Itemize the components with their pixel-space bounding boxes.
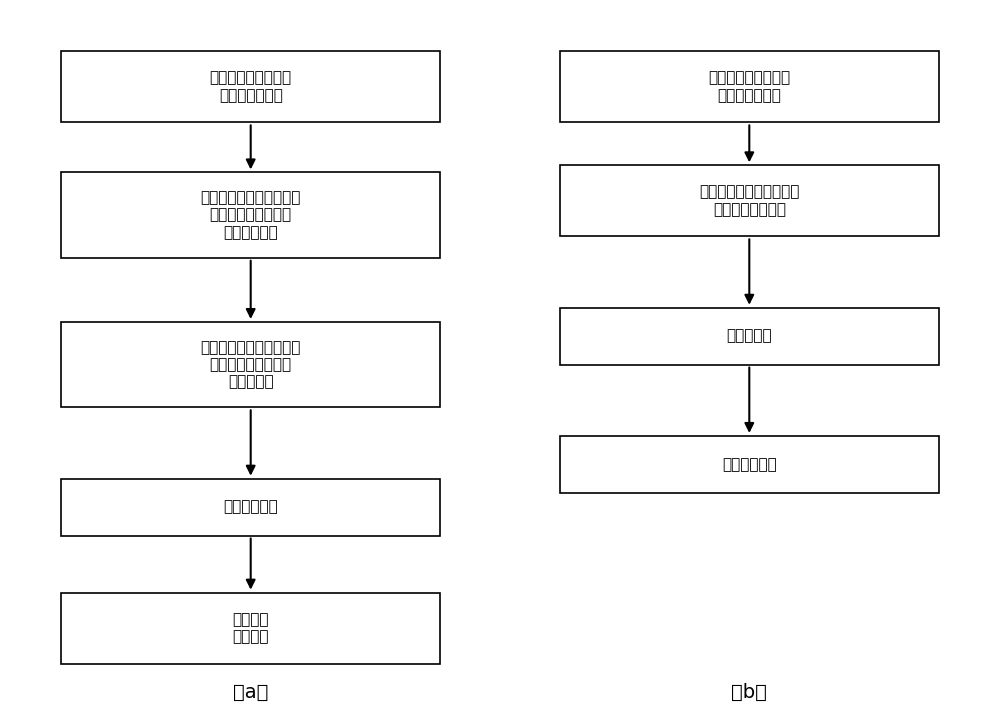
Text: 追踪与重定位: 追踪与重定位	[722, 457, 777, 472]
Text: 顶视图上检测车位信息，
生成增强车位特征: 顶视图上检测车位信息， 生成增强车位特征	[699, 184, 799, 217]
FancyBboxPatch shape	[61, 593, 440, 664]
FancyBboxPatch shape	[560, 307, 939, 365]
Text: 采集鱼眼相机图像，
投影生成顶视图: 采集鱼眼相机图像， 投影生成顶视图	[210, 71, 292, 103]
FancyBboxPatch shape	[61, 51, 440, 122]
FancyBboxPatch shape	[560, 165, 939, 237]
FancyBboxPatch shape	[560, 436, 939, 493]
FancyBboxPatch shape	[61, 478, 440, 536]
FancyBboxPatch shape	[61, 322, 440, 408]
Text: 采集鱼眼相机图像，
投影生成顶视图: 采集鱼眼相机图像， 投影生成顶视图	[708, 71, 790, 103]
FancyBboxPatch shape	[61, 172, 440, 258]
Text: 停车位追踪，结合轮速计
进行当前姿态估计，
筛选关键帧: 停车位追踪，结合轮速计 进行当前姿态估计， 筛选关键帧	[201, 340, 301, 390]
FancyBboxPatch shape	[560, 51, 939, 122]
Text: （a）: （a）	[233, 683, 268, 701]
Text: 回环检测
地图固化: 回环检测 地图固化	[232, 612, 269, 644]
Text: 顶视图上检测车位信息，
生成增强车位特征，
帧内坐标优化: 顶视图上检测车位信息， 生成增强车位特征， 帧内坐标优化	[201, 190, 301, 240]
Text: 局部地图优化: 局部地图优化	[223, 500, 278, 515]
Text: 初始化定位: 初始化定位	[726, 329, 772, 344]
Text: （b）: （b）	[731, 683, 767, 701]
